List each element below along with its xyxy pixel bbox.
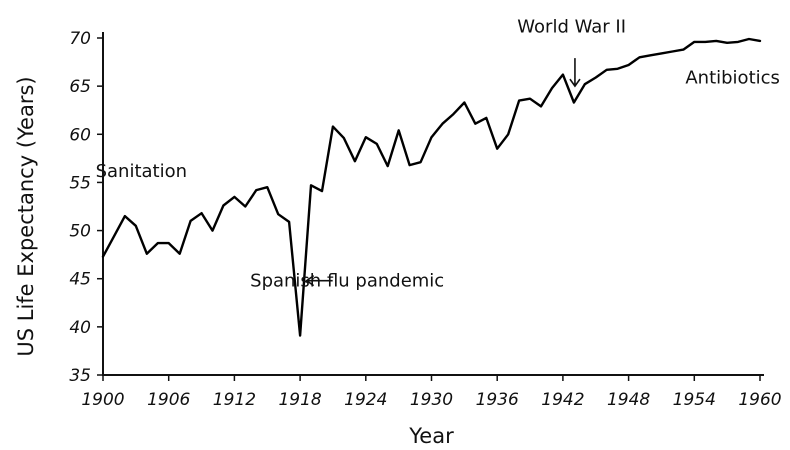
y-tick-label: 40 <box>69 318 91 338</box>
x-tick-label: 1912 <box>213 390 256 410</box>
y-axis-label: US Life Expectancy (Years) <box>14 76 38 356</box>
y-tick-label: 70 <box>69 29 91 49</box>
axes <box>102 32 764 376</box>
flu-arrow <box>305 274 333 287</box>
x-tick-label: 1960 <box>738 390 781 410</box>
y-tick-label: 60 <box>69 125 91 145</box>
wwii-arrow <box>569 58 581 88</box>
x-tick-label: 1918 <box>278 390 321 410</box>
annotation-label: Sanitation <box>96 161 187 182</box>
x-tick-label: 1954 <box>673 390 716 410</box>
series-line-0 <box>101 37 762 337</box>
x-tick-label: 1948 <box>607 390 650 410</box>
y-tick-label: 45 <box>69 270 91 290</box>
y-tick-label: 65 <box>69 77 91 97</box>
x-axis-label: Year <box>408 424 454 448</box>
y-tick-label: 50 <box>69 222 91 242</box>
annotations: Sanitation Spanish flu pandemic World War … <box>96 16 780 291</box>
annotation-label: World War II <box>517 16 626 37</box>
x-tick-label: 1900 <box>81 390 124 410</box>
x-tick-label: 1930 <box>410 390 453 410</box>
annotation-label: Spanish flu pandemic <box>250 271 444 292</box>
axis-frame <box>102 32 764 376</box>
x-tick-label: 1906 <box>147 390 190 410</box>
series-layer <box>101 37 762 337</box>
annotation-label: Antibiotics <box>685 67 780 88</box>
y-tick-label: 55 <box>69 173 91 193</box>
x-tick-label: 1924 <box>344 390 387 410</box>
y-tick-label: 35 <box>69 366 91 386</box>
ticks: 1900 1906 1912 1918 1924 1930 1936 1942 1948 1954… <box>69 29 781 410</box>
x-tick-label: 1942 <box>541 390 584 410</box>
x-tick-label: 1936 <box>476 390 519 410</box>
